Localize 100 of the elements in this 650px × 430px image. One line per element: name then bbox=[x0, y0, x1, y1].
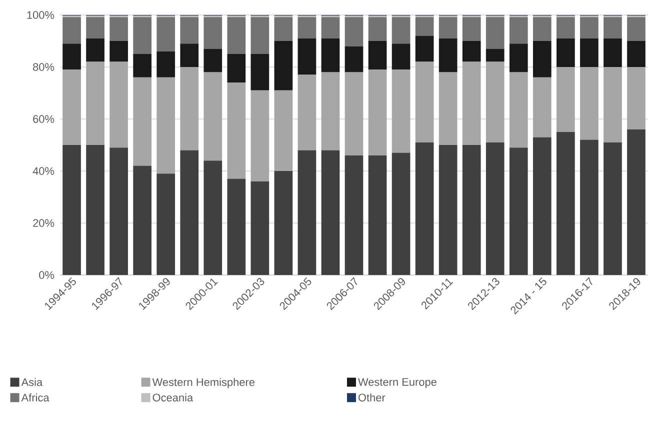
bar bbox=[133, 54, 152, 78]
bar bbox=[110, 17, 128, 41]
bar bbox=[438, 145, 458, 275]
bar bbox=[462, 145, 481, 275]
legend-label: Western Europe bbox=[358, 378, 436, 388]
bar bbox=[156, 77, 176, 174]
bar bbox=[321, 150, 340, 275]
bar bbox=[580, 17, 598, 38]
y-tick-label: 100% bbox=[27, 11, 54, 19]
bar bbox=[110, 62, 128, 148]
bar bbox=[86, 17, 104, 38]
bar bbox=[438, 38, 458, 72]
bar bbox=[486, 62, 504, 142]
bar bbox=[580, 38, 598, 67]
bar bbox=[133, 17, 152, 54]
bar bbox=[250, 181, 270, 275]
bar bbox=[321, 72, 340, 150]
bar bbox=[180, 66, 199, 150]
bar bbox=[62, 17, 81, 44]
bar bbox=[298, 38, 316, 75]
bar bbox=[204, 17, 222, 49]
bar bbox=[532, 77, 552, 138]
bar bbox=[532, 17, 552, 41]
bar bbox=[556, 38, 575, 67]
bar bbox=[298, 74, 316, 150]
bar bbox=[415, 142, 434, 275]
bar bbox=[156, 174, 176, 275]
bar bbox=[368, 70, 387, 156]
bar bbox=[509, 44, 528, 72]
bar bbox=[110, 40, 128, 62]
bar bbox=[250, 90, 270, 182]
bar bbox=[532, 40, 552, 78]
y-tick-label: 0% bbox=[39, 271, 54, 279]
bar bbox=[133, 166, 152, 275]
bar bbox=[62, 44, 81, 70]
legend-label: Oceania bbox=[152, 393, 194, 402]
bar bbox=[580, 66, 598, 140]
bar bbox=[227, 178, 246, 275]
bar bbox=[227, 17, 246, 54]
bar bbox=[274, 90, 293, 171]
bar bbox=[509, 148, 528, 275]
bar bbox=[604, 66, 622, 142]
bar bbox=[556, 132, 575, 275]
bar bbox=[321, 17, 340, 38]
bar bbox=[438, 72, 458, 145]
bar bbox=[62, 70, 81, 145]
bar bbox=[627, 66, 646, 130]
bar bbox=[392, 152, 410, 275]
bar bbox=[462, 17, 481, 41]
bar bbox=[486, 17, 504, 49]
bar bbox=[274, 40, 293, 90]
bar bbox=[392, 44, 410, 70]
bar bbox=[415, 36, 434, 62]
bar bbox=[110, 148, 128, 275]
bar bbox=[204, 160, 222, 275]
bar bbox=[438, 17, 458, 38]
bar bbox=[368, 155, 387, 275]
bar bbox=[604, 142, 622, 275]
bar bbox=[627, 129, 646, 275]
bar bbox=[344, 155, 364, 275]
bar bbox=[133, 77, 152, 166]
bar bbox=[462, 40, 481, 62]
bar bbox=[509, 17, 528, 44]
bar bbox=[227, 54, 246, 83]
bar bbox=[227, 82, 246, 179]
bar bbox=[392, 17, 410, 44]
bar bbox=[156, 17, 176, 52]
bar bbox=[532, 137, 552, 275]
bar bbox=[415, 62, 434, 142]
legend-label: Other bbox=[358, 393, 386, 402]
bar bbox=[298, 150, 316, 275]
bar bbox=[180, 17, 199, 44]
legend-label: Western Hemisphere bbox=[152, 378, 254, 388]
bar bbox=[298, 17, 316, 38]
bar bbox=[509, 72, 528, 148]
bar bbox=[156, 51, 176, 78]
bar bbox=[604, 38, 622, 67]
bar bbox=[250, 54, 270, 90]
bar bbox=[250, 17, 270, 54]
bar bbox=[86, 145, 104, 275]
bar bbox=[392, 70, 410, 153]
y-tick-label: 40% bbox=[32, 167, 54, 175]
bar bbox=[556, 17, 575, 38]
legend-label: Asia bbox=[21, 378, 43, 386]
bar bbox=[86, 38, 104, 62]
bar bbox=[486, 48, 504, 62]
bar bbox=[368, 40, 387, 70]
bar bbox=[368, 17, 387, 41]
bar bbox=[180, 44, 199, 67]
bar bbox=[486, 142, 504, 275]
bar bbox=[627, 40, 646, 67]
bar bbox=[556, 66, 575, 132]
y-tick-label: 60% bbox=[33, 115, 54, 123]
bar bbox=[627, 17, 646, 41]
legend-label: Africa bbox=[21, 393, 50, 402]
bar bbox=[274, 171, 293, 275]
bar bbox=[274, 17, 293, 41]
bar bbox=[86, 62, 104, 145]
bar bbox=[204, 48, 222, 72]
bar bbox=[62, 145, 81, 275]
